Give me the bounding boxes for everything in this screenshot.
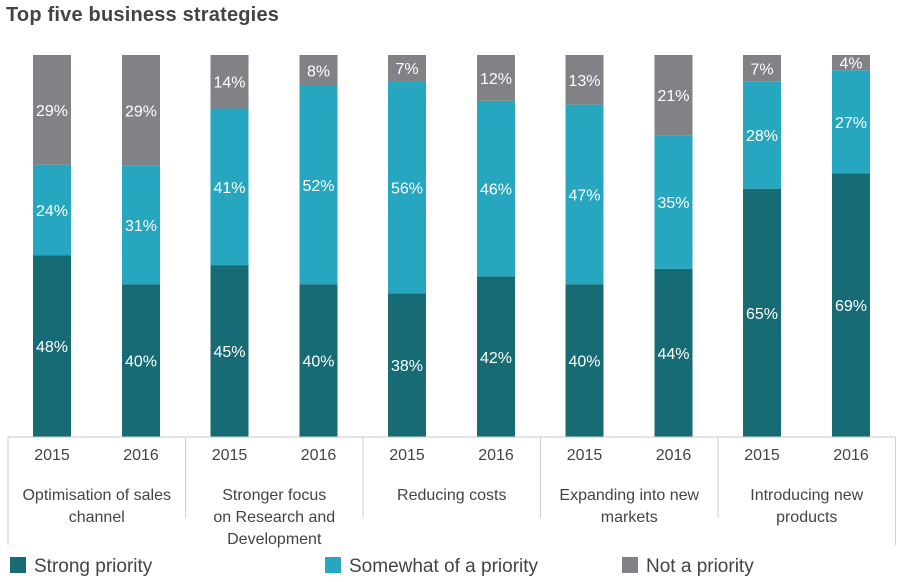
bar-segment-somewhat-of-a-priority-7 (654, 135, 693, 269)
legend-swatch (622, 557, 638, 573)
data-label: 29% (36, 103, 68, 120)
x-tick-label: 2015 (567, 447, 603, 464)
bar-segment-not-a-priority-1 (122, 55, 160, 166)
bar-segment-somewhat-of-a-priority-4 (388, 81, 426, 294)
data-label: 42% (480, 350, 512, 367)
bar-segment-not-a-priority-6 (565, 55, 604, 105)
data-label: 46% (480, 182, 512, 199)
bar-segment-strong-priority-1 (122, 284, 160, 437)
data-label: 8% (307, 63, 330, 80)
bar-segment-strong-priority-6 (565, 284, 604, 437)
bar-segment-strong-priority-0 (33, 255, 71, 437)
bar-segment-strong-priority-7 (654, 268, 693, 437)
category-label: Optimisation of sales (22, 487, 171, 504)
category-label: Stronger focus (222, 487, 326, 504)
x-tick-label: 2016 (656, 447, 692, 464)
category-label: channel (69, 509, 125, 526)
x-tick-label: 2016 (478, 447, 514, 464)
bar-segment-somewhat-of-a-priority-5 (477, 100, 515, 277)
data-label: 65% (746, 306, 778, 323)
bar-segment-not-a-priority-5 (477, 55, 515, 101)
category-label: on Research and (213, 509, 335, 526)
category-label: Reducing costs (397, 487, 506, 504)
data-label: 38% (391, 358, 423, 375)
legend-swatch (325, 557, 341, 573)
x-tick-label: 2015 (744, 447, 780, 464)
data-label: 7% (750, 61, 773, 78)
chart-title: Top five business strategies (6, 4, 280, 26)
data-label: 44% (657, 346, 689, 363)
data-label: 31% (125, 218, 157, 235)
data-label: 48% (36, 339, 68, 356)
legend-swatch (10, 557, 26, 573)
data-label: 69% (835, 298, 867, 315)
bar-segment-not-a-priority-3 (299, 55, 338, 86)
x-tick-label: 2016 (833, 447, 869, 464)
bar-segment-somewhat-of-a-priority-1 (122, 165, 160, 285)
bar-segment-not-a-priority-2 (210, 55, 249, 109)
data-label: 52% (302, 178, 334, 195)
data-label: 13% (568, 73, 600, 90)
x-tick-label: 2015 (34, 447, 70, 464)
bar-segment-strong-priority-2 (210, 265, 249, 437)
data-label: 47% (568, 187, 600, 204)
legend-label: Somewhat of a priority (349, 556, 539, 577)
data-label: 24% (36, 203, 68, 220)
x-tick-label: 2015 (212, 447, 248, 464)
data-label: 12% (480, 71, 512, 88)
data-label: 56% (391, 180, 423, 197)
data-label: 27% (835, 115, 867, 132)
bar-segment-not-a-priority-9 (832, 55, 870, 71)
category-label: products (776, 509, 837, 526)
legend-label: Strong priority (34, 556, 153, 577)
bar-segment-somewhat-of-a-priority-9 (832, 70, 870, 174)
x-tick-label: 2016 (301, 447, 337, 464)
bar-segment-strong-priority-9 (832, 173, 870, 438)
category-label: Development (227, 531, 322, 548)
bar-segment-not-a-priority-7 (654, 55, 693, 136)
category-label: Expanding into new (559, 487, 699, 504)
data-label: 41% (213, 180, 245, 197)
data-label: 14% (213, 75, 245, 92)
category-label: markets (601, 509, 658, 526)
bar-segment-somewhat-of-a-priority-6 (565, 104, 604, 285)
bar-segment-not-a-priority-0 (33, 55, 71, 165)
data-label: 21% (657, 88, 689, 105)
bar-segment-strong-priority-8 (743, 188, 781, 437)
data-label: 29% (125, 103, 157, 120)
data-label: 7% (395, 61, 418, 78)
bar-segment-somewhat-of-a-priority-8 (743, 81, 781, 189)
bar-segment-not-a-priority-8 (743, 55, 781, 82)
bar-segment-somewhat-of-a-priority-3 (299, 85, 338, 285)
bar-segment-strong-priority-4 (388, 293, 426, 437)
data-label: 28% (746, 128, 778, 145)
data-label: 40% (302, 354, 334, 371)
data-label: 40% (125, 354, 157, 371)
data-label: 45% (213, 344, 245, 361)
x-tick-label: 2016 (123, 447, 159, 464)
data-label: 40% (568, 354, 600, 371)
bar-segment-strong-priority-3 (299, 284, 338, 437)
category-label: Introducing new (750, 487, 863, 504)
data-label: 35% (657, 195, 689, 212)
x-tick-label: 2015 (389, 447, 425, 464)
bar-segment-somewhat-of-a-priority-0 (33, 164, 71, 256)
bar-segment-somewhat-of-a-priority-2 (210, 108, 249, 266)
data-label: 4% (839, 56, 862, 73)
legend-label: Not a priority (646, 556, 754, 577)
bar-segment-strong-priority-5 (477, 276, 515, 437)
bar-segment-not-a-priority-4 (388, 55, 426, 82)
